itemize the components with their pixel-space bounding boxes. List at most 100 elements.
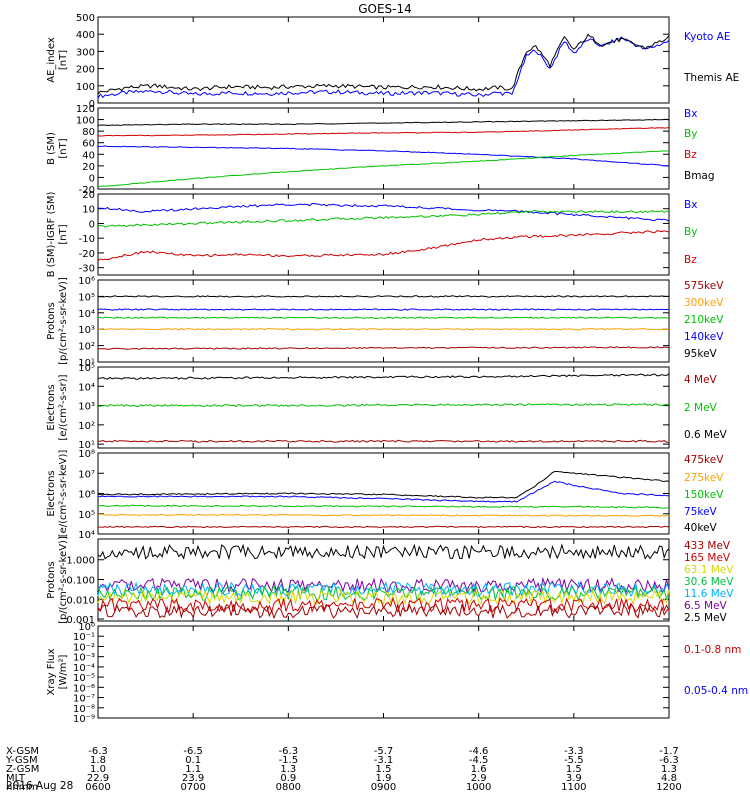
y-axis-label: Xray Flux xyxy=(46,648,57,695)
y-tick-label: 10⁵ xyxy=(78,292,95,303)
series-line xyxy=(97,210,670,228)
y-axis-label: B (SM) xyxy=(46,132,57,165)
y-tick-label: -30 xyxy=(79,264,95,275)
ephemeris-value: -6.3 xyxy=(279,746,299,757)
legend-label: 210keV xyxy=(684,314,724,326)
ephemeris-value: 1.1 xyxy=(185,764,201,775)
legend-label: By xyxy=(684,128,697,140)
panel-frame xyxy=(97,16,670,104)
y-tick-label: 10 xyxy=(82,205,95,216)
panel-3: -30 -20 -10 0 10 20 B (SM)-IGRF (SM) [nT] Bx By Bz xyxy=(46,190,697,277)
ephemeris-value: 0700 xyxy=(180,782,205,793)
legend-label: 30.6 MeV xyxy=(684,576,734,588)
panel-5: 10¹ 10² 10³ 10⁴ 10⁵ Electrons [e/(cm²-s-sr)] 4 … xyxy=(46,363,728,451)
y-tick-label: 1.000 xyxy=(66,556,95,567)
y-tick-label: 40 xyxy=(82,150,95,161)
series-line xyxy=(97,584,670,602)
series-line xyxy=(97,543,670,561)
ephemeris-row-label: hhmm xyxy=(6,782,38,793)
y-axis-unit: [e/(cm²-s-sr)] xyxy=(58,374,69,440)
ephemeris-value: 1.6 xyxy=(471,764,487,775)
ephemeris-value: 1.5 xyxy=(566,764,582,775)
legend-label: Bmag xyxy=(684,170,715,182)
y-tick-label: 20 xyxy=(82,190,95,201)
ephemeris-value: 1.3 xyxy=(280,764,296,775)
ephemeris-value: 0.9 xyxy=(280,773,296,784)
ephemeris-value: 1.9 xyxy=(376,773,392,784)
series-line xyxy=(98,316,670,319)
legend-label: Themis AE xyxy=(683,72,739,84)
y-tick-label: 60 xyxy=(82,139,95,150)
legend-label: 6.5 MeV xyxy=(684,600,728,612)
y-tick-label: 0 xyxy=(89,99,95,110)
y-tick-label: 500 xyxy=(76,13,95,24)
y-axis-unit: [p/(cm²-s-sr-keV)] xyxy=(58,536,69,624)
y-tick-label: 80 xyxy=(82,127,95,138)
y-tick-label: -20 xyxy=(79,249,95,260)
legend-label: 2 MeV xyxy=(684,402,718,414)
y-tick-label: 0.100 xyxy=(66,576,95,587)
series-line xyxy=(97,480,669,503)
y-tick-label: 10¹ xyxy=(78,440,95,451)
ephemeris-value: -3.1 xyxy=(374,755,394,766)
ephemeris-value: -1.7 xyxy=(659,746,679,757)
series-line xyxy=(98,327,670,331)
y-tick-label: 10⁰ xyxy=(78,622,95,633)
legend-label: 150keV xyxy=(684,489,724,501)
ephemeris-row-label: Z-GSM xyxy=(6,764,39,775)
ephemeris-value: 0600 xyxy=(85,782,110,793)
ephemeris-value: 3.9 xyxy=(566,773,582,784)
y-tick-label: 10³ xyxy=(78,325,95,336)
legend-label: 575keV xyxy=(684,280,724,292)
y-axis-unit: [p/(cm²-s-sr-keV)] xyxy=(58,277,69,365)
panel-frame xyxy=(97,625,670,719)
ephemeris-value: -5.7 xyxy=(374,746,394,757)
legend-label: 75keV xyxy=(684,506,718,518)
ephemeris-value: -3.3 xyxy=(564,746,584,757)
series-line xyxy=(97,346,670,350)
legend-label: 40keV xyxy=(684,522,718,534)
legend-label: 140keV xyxy=(684,331,724,343)
y-axis-label: B (SM)-IGRF (SM) xyxy=(46,192,57,278)
y-tick-label: 10⁻⁴ xyxy=(73,663,95,674)
y-tick-label: 300 xyxy=(76,47,95,58)
y-tick-label: 0.010 xyxy=(66,595,95,606)
y-tick-label: -20 xyxy=(79,185,95,196)
panel-7: 0.001 0.010 0.100 1.000 Protons [p/(cm²-s-sr-… xyxy=(46,536,734,626)
ephemeris-value: 1.5 xyxy=(376,764,392,775)
legend-label: 95keV xyxy=(684,348,718,360)
series-line xyxy=(97,126,670,137)
y-axis-unit: [nT] xyxy=(58,50,69,70)
legend-label: 0.1-0.8 nm xyxy=(684,644,741,656)
panel-frame xyxy=(97,193,670,276)
y-tick-label: 10⁴ xyxy=(78,309,95,320)
legend-label: Bz xyxy=(684,149,697,161)
legend-label: Bz xyxy=(684,254,697,266)
y-tick-label: 10⁴ xyxy=(78,530,95,541)
series-line xyxy=(98,439,669,443)
ephemeris-value: -4.5 xyxy=(469,755,489,766)
ephemeris-value: -6.5 xyxy=(183,746,203,757)
ephemeris-value: 1.3 xyxy=(661,764,677,775)
ephemeris-value: 0800 xyxy=(276,782,301,793)
legend-label: 11.6 MeV xyxy=(684,588,734,600)
ephemeris-value: 23.9 xyxy=(182,773,204,784)
series-line xyxy=(97,150,670,188)
y-tick-label: 10⁻⁶ xyxy=(73,683,95,694)
y-tick-label: 10³ xyxy=(78,402,95,413)
legend-label: 4 MeV xyxy=(684,374,718,386)
y-tick-label: 100 xyxy=(76,82,95,93)
legend-label: 0.6 MeV xyxy=(684,429,728,441)
series-line xyxy=(97,596,670,614)
y-tick-label: 10⁻⁵ xyxy=(73,673,95,684)
y-tick-label: 0 xyxy=(89,173,95,184)
y-tick-label: 10⁸ xyxy=(78,449,95,460)
y-tick-label: 10⁻⁹ xyxy=(73,714,95,725)
legend-label: 300keV xyxy=(684,297,724,309)
y-axis-label: AE_index xyxy=(46,37,57,83)
series-line xyxy=(97,295,669,298)
y-tick-label: 10² xyxy=(78,342,95,353)
legend-label: 63.1 MeV xyxy=(684,564,734,576)
series-line xyxy=(97,230,670,262)
